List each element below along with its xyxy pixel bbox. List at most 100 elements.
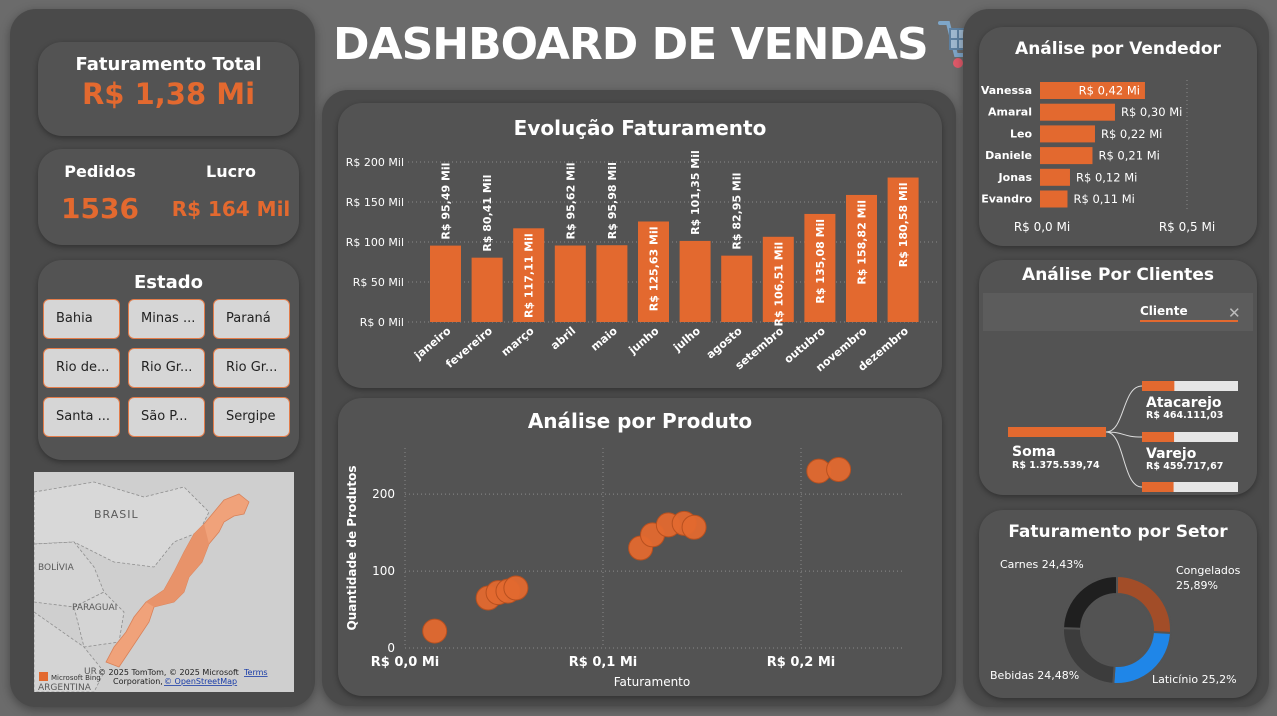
close-icon[interactable]: ✕ (1228, 304, 1241, 322)
vendedor-value: R$ 0,12 Mi (1076, 170, 1137, 184)
evolucao-data-label: R$ 101,35 Mil (689, 150, 702, 235)
vendedor-value: R$ 0,42 Mi (1079, 84, 1140, 98)
produto-point[interactable] (681, 514, 707, 540)
bing-logo-icon (39, 672, 48, 681)
evolucao-data-label: R$ 180,58 Mil (897, 183, 910, 268)
evolucao-data-label: R$ 158,82 Mil (856, 200, 869, 285)
setor-label: Congelados (1176, 564, 1241, 577)
evolucao-bar[interactable] (513, 228, 545, 322)
evolucao-bar[interactable] (721, 255, 753, 322)
evolucao-bar[interactable] (887, 177, 919, 322)
evolucao-xtick: maio (588, 324, 620, 354)
produto-xlabel: Faturamento (614, 675, 690, 689)
estado-option[interactable]: Rio Gr... (128, 348, 205, 388)
evolucao-bar[interactable] (762, 236, 794, 322)
produto-point[interactable] (826, 457, 852, 483)
tree-node-bar-bg (1142, 381, 1238, 391)
vendedor-xtick: R$ 0,0 Mi (1014, 220, 1070, 234)
vendedor-name: Jonas (998, 171, 1033, 184)
kpi-lucro-label: Lucro (206, 162, 256, 181)
evolucao-bar[interactable] (846, 194, 877, 322)
evolucao-xtick: julho (670, 324, 703, 355)
tree-node-value: R$ 459.717,67 (1146, 461, 1223, 472)
tree-node-bar[interactable] (1142, 381, 1175, 391)
evolucao-bar[interactable] (430, 245, 461, 322)
dashboard-title: DASHBOARD DE VENDAS (333, 16, 992, 72)
tree-connector (1105, 431, 1143, 488)
evolucao-xtick: junho (626, 324, 662, 357)
tree-node-bar[interactable] (1142, 482, 1174, 492)
evolucao-xtick: abril (548, 324, 578, 352)
page-title: DASHBOARD DE VENDAS (333, 18, 929, 70)
produto-xtick: R$ 0,2 Mi (767, 655, 836, 670)
vendedor-name: Leo (1010, 127, 1032, 140)
map-terms-link[interactable]: Terms (243, 668, 268, 677)
vendedor-bar[interactable] (1040, 103, 1115, 121)
vendedor-bar[interactable] (1040, 82, 1145, 99)
evolucao-ytick: R$ 100 Mil (346, 236, 404, 249)
vendedor-value: R$ 0,21 Mi (1098, 149, 1159, 163)
evolucao-bar[interactable] (554, 245, 586, 322)
evolucao-xtick: agosto (704, 324, 745, 361)
produto-ytick: 100 (372, 564, 395, 578)
estado-option[interactable]: Minas ... (128, 299, 205, 339)
setor-slice[interactable] (1061, 574, 1118, 630)
tree-connector (1105, 431, 1143, 438)
estado-option[interactable]: Sergipe (213, 397, 290, 437)
setor-label: 25,89% (1176, 579, 1218, 592)
vendedor-bar[interactable] (1040, 125, 1095, 143)
map-label-uruguai: UR (84, 667, 97, 677)
estado-option[interactable]: Rio Gr... (213, 348, 290, 388)
kpi-faturamento-value: R$ 1,38 Mi (81, 77, 256, 111)
vendedor-bar[interactable] (1040, 168, 1070, 186)
estado-option[interactable]: Bahia (43, 299, 120, 339)
tree-root-bar[interactable] (1008, 427, 1106, 437)
map-label-paraguai: PARAGUAI (72, 603, 117, 613)
evolucao-bar[interactable] (471, 257, 503, 322)
produto-ylabel: Quantidade de Produtos (345, 466, 359, 631)
vendedor-name: Vanessa (981, 84, 1032, 97)
clientes-filter-label[interactable]: Cliente (1140, 304, 1238, 322)
kpi-faturamento-card: Faturamento Total R$ 1,38 Mi (38, 42, 299, 136)
setor-chart: Congelados 25,89% Laticínio 25,2% Bebidas 2… (990, 558, 1241, 686)
evolucao-bar[interactable] (804, 213, 836, 322)
vendedor-value: R$ 0,22 Mi (1101, 127, 1162, 141)
produto-card: Análise por Produto 0 100 200 R$ 0,0 Mi R$ 0… (338, 398, 942, 696)
vendedor-title: Análise por Vendedor (1015, 39, 1221, 59)
setor-label: Carnes 24,43% (1000, 558, 1084, 571)
tree-node-bar-bg (1142, 482, 1238, 492)
vendedor-bar[interactable] (1040, 190, 1068, 208)
evolucao-bar[interactable] (679, 240, 711, 322)
vendedor-name: Amaral (988, 106, 1032, 119)
map-attribution-2: Corporation, (113, 677, 163, 686)
evolucao-data-label: R$ 135,08 Mil (814, 219, 827, 304)
evolucao-data-label: R$ 117,11 Mil (523, 233, 536, 318)
estado-option[interactable]: Santa ... (43, 397, 120, 437)
brazil-map[interactable]: BRASIL BOLÍVIA PARAGUAI ARGENTINA UR Mic… (34, 472, 294, 692)
produto-chart: 0 100 200 R$ 0,0 Mi R$ 0,1 Mi R$ 0,2 Mi Fatura… (345, 448, 905, 689)
setor-title: Faturamento por Setor (1008, 522, 1228, 542)
tree-root-value: R$ 1.375.539,74 (1012, 460, 1100, 471)
map-osm-link[interactable]: © OpenStreetMap (164, 677, 237, 686)
tree-node-bar[interactable] (1142, 432, 1175, 442)
evolucao-data-label: R$ 95,62 Mil (564, 162, 577, 239)
evolucao-xtick: março (499, 324, 537, 359)
tree-node-bar-bg (1142, 432, 1238, 442)
estado-option[interactable]: São P... (128, 397, 205, 437)
produto-point[interactable] (422, 618, 448, 644)
evolucao-ytick: R$ 50 Mil (353, 276, 404, 289)
vendedor-bar[interactable] (1040, 147, 1093, 165)
evolucao-ytick: R$ 200 Mil (346, 156, 404, 169)
evolucao-xtick: fevereiro (443, 324, 495, 371)
evolucao-title: Evolução Faturamento (513, 116, 767, 140)
bing-logo-text: Microsoft Bing (51, 674, 101, 682)
map-label-argentina: ARGENTINA (38, 683, 92, 692)
vendedor-card: Análise por Vendedor Vanessa R$ 0,42 Mi Am… (979, 27, 1257, 246)
estado-option[interactable]: Rio de... (43, 348, 120, 388)
estado-option[interactable]: Paraná (213, 299, 290, 339)
evolucao-bar[interactable] (596, 245, 628, 322)
map-label-bolivia: BOLÍVIA (38, 561, 75, 573)
vendedor-chart: Vanessa R$ 0,42 Mi Amaral R$ 0,30 Mi Leo R$ 0… (981, 80, 1215, 234)
evolucao-bar[interactable] (638, 221, 669, 322)
produto-point[interactable] (503, 575, 529, 601)
